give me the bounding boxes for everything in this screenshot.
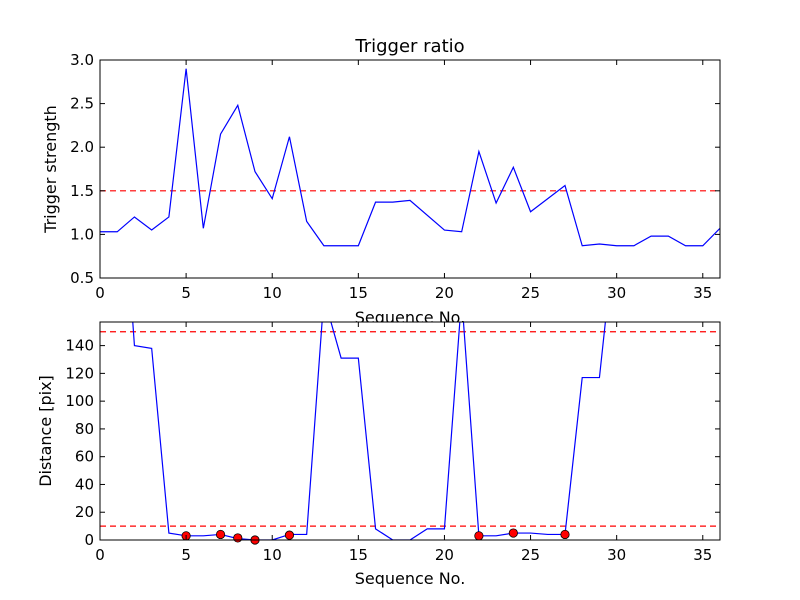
top-y-tick-label-0: 0.5 (70, 269, 94, 287)
bottom-marker-point-6 (508, 528, 518, 538)
bottom-x-tick-label-2: 10 (263, 546, 282, 564)
top-x-tick-label-4: 20 (435, 284, 454, 302)
top-x-tick-label-0: 0 (95, 284, 105, 302)
top-axes-frame (99, 59, 721, 279)
top-x-tick-label-2: 10 (263, 284, 282, 302)
top-y-tick-label-1: 1.0 (70, 225, 94, 243)
bottom-marker-point-7 (560, 529, 570, 540)
bottom-plot-background (100, 322, 720, 540)
top-x-tick-label-1: 5 (181, 284, 191, 302)
bottom-marker-point-5 (474, 531, 484, 541)
top-x-tick-label-3: 15 (349, 284, 368, 302)
bottom-y-tick-label-5: 100 (65, 392, 94, 410)
bottom-chart-plot-area: 0 5 10 15 20 25 30 35 0 20 40 60 80 100 120 140 (65, 321, 721, 564)
top-x-tick-label-6: 30 (607, 284, 626, 302)
bottom-x-tick-label-0: 0 (95, 546, 105, 564)
bottom-y-tick-label-3: 60 (75, 448, 94, 466)
bottom-axes-frame (99, 321, 721, 541)
top-x-tick-label-7: 35 (693, 284, 712, 302)
top-chart-plot-area: 0 5 10 15 20 25 30 35 0.5 1.0 1.5 2.0 2.5 3.0 (70, 51, 721, 302)
top-y-tick-label-4: 2.5 (70, 95, 94, 113)
bottom-y-tick-label-1: 20 (75, 503, 94, 521)
top-x-tick-label-5: 25 (521, 284, 540, 302)
bottom-y-tick-label-0: 0 (84, 531, 94, 549)
bottom-plot-content (100, 322, 720, 540)
bottom-y-tick-label-2: 40 (75, 475, 94, 493)
bottom-y-tick-label-6: 120 (65, 364, 94, 382)
top-y-tick-label-5: 3.0 (70, 51, 94, 69)
bottom-marker-point-1 (215, 529, 226, 540)
bottom-x-tick-label-4: 20 (435, 546, 454, 564)
bottom-series-line-0 (132, 322, 606, 540)
top-y-tick-label-3: 2.0 (70, 138, 94, 156)
bottom-x-tick-label-7: 35 (693, 546, 712, 564)
bottom-x-tick-label-3: 15 (349, 546, 368, 564)
top-chart-y-axis-label: Trigger strength (41, 105, 60, 234)
bottom-chart-y-axis-label: Distance [pix] (36, 375, 55, 487)
top-chart-title: Trigger ratio (354, 36, 464, 57)
top-y-tick-label-2: 1.5 (70, 182, 94, 200)
bottom-x-tick-label-1: 5 (181, 546, 191, 564)
bottom-y-tick-label-4: 80 (75, 420, 94, 438)
top-plot-content (100, 68, 720, 247)
bottom-y-tick-label-7: 140 (65, 337, 94, 355)
top-plot-background (100, 60, 720, 278)
bottom-x-tick-label-6: 30 (607, 546, 626, 564)
bottom-chart-x-axis-label: Sequence No. (355, 569, 466, 588)
bottom-x-tick-label-5: 25 (521, 546, 540, 564)
bottom-marker-point-4 (284, 530, 295, 540)
top-series-line-0 (100, 68, 720, 247)
bottom-marker-point-2 (233, 533, 243, 543)
